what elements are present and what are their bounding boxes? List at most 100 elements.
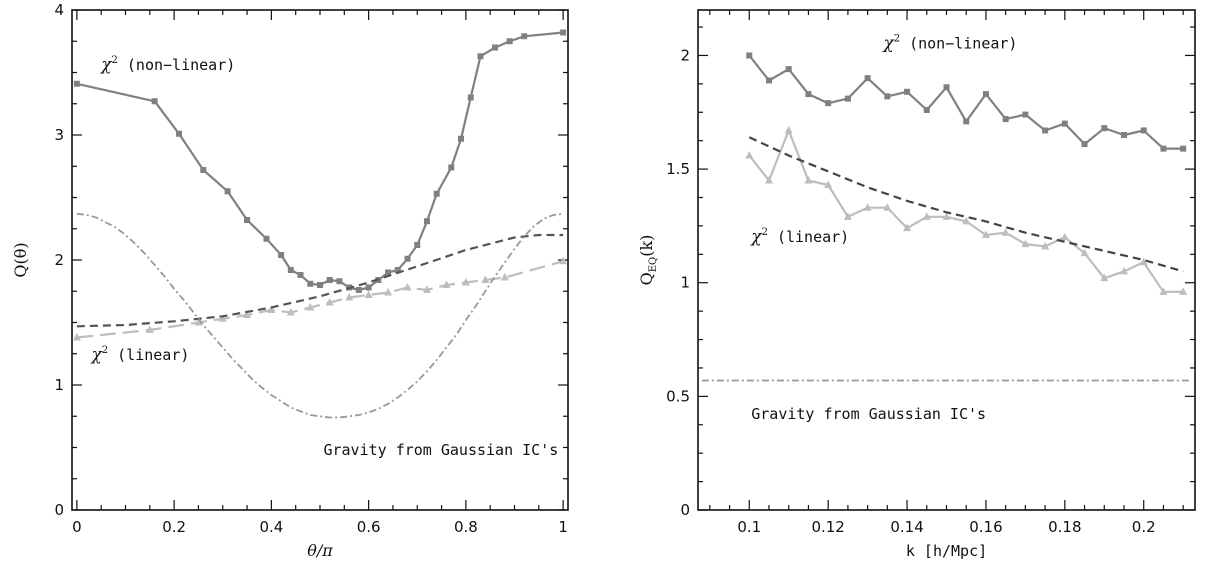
data-point-triangle xyxy=(1001,228,1010,236)
data-point-square xyxy=(278,252,285,258)
data-point-triangle xyxy=(384,288,393,296)
data-point-square xyxy=(521,33,528,40)
data-point-triangle xyxy=(883,203,892,211)
data-point-square xyxy=(1061,120,1068,127)
data-point-square xyxy=(825,100,832,107)
data-point-triangle xyxy=(306,303,315,311)
annotation-chi2-label: χ2 (linear) xyxy=(750,227,849,247)
data-point-square xyxy=(73,80,80,87)
data-point-triangle xyxy=(804,175,813,184)
data-point-square xyxy=(492,44,499,51)
data-point-triangle xyxy=(345,293,354,301)
series-line-solid-square xyxy=(748,54,1184,150)
data-point-triangle xyxy=(745,150,754,159)
data-point-square xyxy=(864,75,871,82)
data-point-triangle xyxy=(824,180,833,188)
data-point-square xyxy=(1180,145,1187,152)
x-tick-label: 0.8 xyxy=(454,518,478,536)
data-point-square xyxy=(1081,141,1088,148)
data-point-square xyxy=(746,52,753,59)
annotation-chi2-label: χ2 (linear) xyxy=(90,345,189,365)
data-point-square xyxy=(1121,132,1127,138)
data-point-triangle xyxy=(325,298,334,306)
data-point-triangle xyxy=(267,305,276,313)
data-point-square xyxy=(785,66,792,73)
data-point-triangle xyxy=(1179,287,1188,295)
annotation-gravity-label: Gravity from Gaussian IC's xyxy=(323,441,558,459)
data-point-square xyxy=(287,267,294,273)
data-point-square xyxy=(844,95,851,102)
data-point-square xyxy=(317,282,323,288)
series-line-dashed xyxy=(748,136,1184,273)
data-point-square xyxy=(423,218,430,225)
data-point-triangle xyxy=(442,280,451,288)
data-point-square xyxy=(1042,127,1049,134)
data-point-square xyxy=(982,91,989,98)
data-point-triangle xyxy=(922,212,931,220)
data-point-triangle xyxy=(1159,287,1168,295)
data-point-square xyxy=(477,53,484,60)
data-point-triangle xyxy=(286,308,295,316)
data-point-triangle xyxy=(1100,273,1109,282)
data-point-triangle xyxy=(145,325,154,333)
data-point-square xyxy=(394,267,401,273)
data-point-triangle xyxy=(765,175,773,184)
x-tick-label: 0.6 xyxy=(357,518,381,536)
series-line-dash-dot xyxy=(76,212,564,419)
data-point-square xyxy=(560,29,567,36)
data-point-square xyxy=(326,277,333,283)
data-point-triangle xyxy=(843,212,852,220)
data-point-triangle xyxy=(1080,248,1089,257)
data-point-triangle xyxy=(981,230,990,238)
y-tick-label: 0 xyxy=(680,501,690,519)
data-point-triangle xyxy=(903,223,912,232)
annotation-gravity-label: Gravity from Gaussian IC's xyxy=(751,405,986,423)
series-group xyxy=(72,29,568,419)
data-point-triangle xyxy=(784,125,793,134)
series-line-solid-square xyxy=(76,31,564,292)
y-tick-label: 0.5 xyxy=(666,387,690,405)
data-point-square xyxy=(1140,127,1147,134)
left-panel-q-theta: 0 0.2 0.4 0.6 0.8 1 0 1 2 3 4 θ/π Q(θ) χ2 (non−linear… xyxy=(11,1,569,560)
plot-frame xyxy=(71,9,569,511)
data-point-triangle xyxy=(1021,239,1030,248)
right-panel-qeq-k: 0.1 0.12 0.14 0.16 0.18 0.2 0 0.5 1 1.5 2 k [h/Mpc]… xyxy=(637,9,1196,560)
data-point-square xyxy=(355,287,362,293)
data-point-triangle xyxy=(72,333,81,341)
data-point-square xyxy=(943,84,950,91)
x-tick-label: 0.18 xyxy=(1048,518,1081,536)
data-point-square xyxy=(385,269,392,276)
data-point-square xyxy=(224,188,231,195)
data-point-square xyxy=(448,164,455,171)
x-tick-label: 0.4 xyxy=(259,518,283,536)
y-tick-label: 1 xyxy=(54,376,64,394)
data-point-square xyxy=(175,130,182,137)
x-tick-label: 0.14 xyxy=(890,518,923,536)
data-point-triangle xyxy=(942,212,951,220)
data-point-triangle xyxy=(962,216,971,225)
data-point-triangle xyxy=(403,283,412,291)
x-tick-label: 0 xyxy=(72,518,82,536)
y-tick-label: 2 xyxy=(54,251,64,269)
data-point-square xyxy=(904,88,911,95)
data-point-square xyxy=(766,77,772,84)
data-point-square xyxy=(151,98,158,105)
data-point-triangle xyxy=(194,318,203,326)
y-axis-label: Q(θ) xyxy=(11,242,30,277)
data-point-square xyxy=(506,38,513,45)
data-point-square xyxy=(200,167,207,173)
data-point-square xyxy=(336,278,343,285)
data-point-square xyxy=(923,107,930,113)
data-point-square xyxy=(458,135,465,142)
data-point-square xyxy=(365,284,372,291)
x-axis-label: k [h/Mpc] xyxy=(906,542,987,560)
x-tick-label: 0.1 xyxy=(737,518,761,536)
y-axis-label: QEQ(k) xyxy=(637,235,659,286)
data-point-triangle xyxy=(863,203,872,211)
x-tick-label: 0.16 xyxy=(969,518,1002,536)
data-point-square xyxy=(884,93,891,100)
data-point-square xyxy=(963,118,970,125)
data-point-square xyxy=(1160,145,1167,152)
series-group xyxy=(701,52,1192,382)
